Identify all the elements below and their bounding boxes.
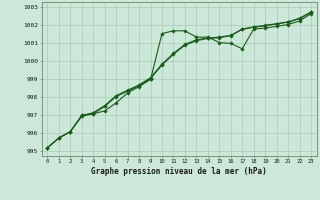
X-axis label: Graphe pression niveau de la mer (hPa): Graphe pression niveau de la mer (hPa) (91, 167, 267, 176)
